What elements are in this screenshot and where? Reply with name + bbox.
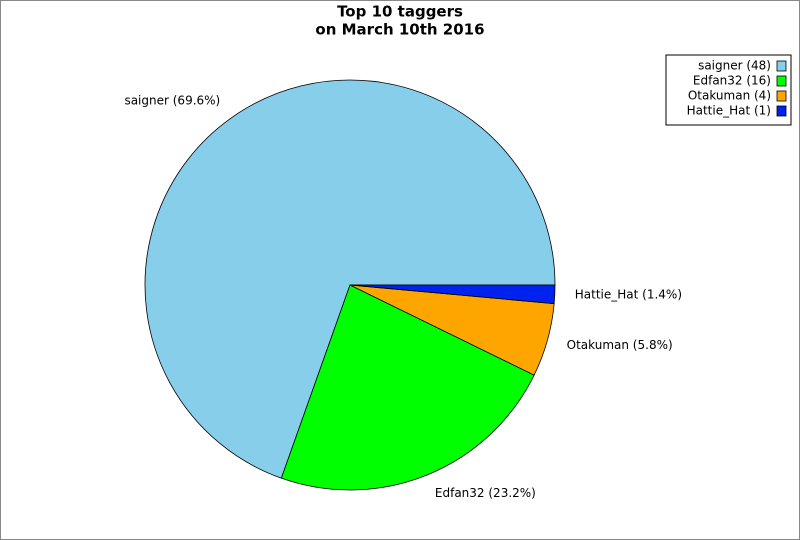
slice-label: Edfan32 (23.2%) <box>435 486 536 500</box>
legend-swatch <box>776 60 787 72</box>
pie-slice <box>280 284 535 491</box>
slice-label: saigner (69.6%) <box>124 94 220 108</box>
chart-title: on March 10th 2016 <box>315 21 484 39</box>
pie-slice <box>144 79 556 479</box>
legend-swatch <box>776 75 787 87</box>
slice-label: Hattie_Hat (1.4%) <box>575 288 682 302</box>
chart-title: Top 10 taggers <box>337 3 463 21</box>
legend-box <box>665 54 792 126</box>
legend-swatch <box>776 90 787 102</box>
slice-label: Otakuman (5.8%) <box>567 338 673 352</box>
legend-label: saigner (48) <box>698 59 771 73</box>
legend-swatch <box>776 105 787 117</box>
legend-label: Edfan32 (16) <box>693 74 771 88</box>
legend-label: Otakuman (4) <box>688 89 771 103</box>
legend-label: Hattie_Hat (1) <box>687 104 771 118</box>
pie-slice <box>349 284 556 305</box>
